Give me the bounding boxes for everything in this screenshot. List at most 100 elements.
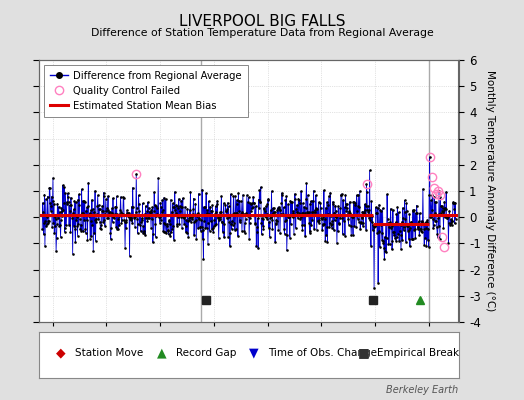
Point bbox=[165, 218, 173, 224]
Point bbox=[230, 210, 238, 217]
Point bbox=[154, 175, 162, 181]
Point bbox=[214, 234, 223, 241]
Point bbox=[99, 219, 107, 226]
Point bbox=[430, 222, 438, 228]
Point bbox=[46, 185, 54, 191]
Point bbox=[95, 206, 104, 213]
Point bbox=[226, 243, 234, 249]
Point bbox=[161, 196, 170, 203]
Point bbox=[50, 214, 59, 220]
Point bbox=[433, 234, 442, 240]
Point bbox=[343, 201, 351, 207]
Point bbox=[176, 208, 184, 214]
Point bbox=[319, 214, 328, 220]
Point bbox=[264, 195, 272, 202]
Point bbox=[399, 227, 408, 234]
Text: LIVERPOOL BIG FALLS: LIVERPOOL BIG FALLS bbox=[179, 14, 345, 29]
Point bbox=[445, 220, 453, 226]
Point bbox=[238, 209, 247, 215]
Point bbox=[94, 192, 102, 198]
Point bbox=[160, 220, 169, 226]
Point bbox=[53, 200, 62, 207]
Point bbox=[378, 236, 386, 243]
Point bbox=[130, 213, 139, 220]
Point bbox=[287, 198, 296, 205]
Point bbox=[139, 230, 147, 236]
Point bbox=[204, 220, 213, 226]
Point bbox=[167, 229, 176, 235]
Point bbox=[248, 204, 256, 211]
Point bbox=[212, 221, 221, 227]
Point bbox=[43, 194, 52, 200]
Point bbox=[266, 234, 274, 240]
Point bbox=[113, 211, 122, 218]
Point bbox=[263, 216, 271, 222]
Point bbox=[266, 215, 275, 222]
Point bbox=[346, 210, 355, 216]
Point bbox=[283, 214, 292, 220]
Point bbox=[420, 220, 429, 226]
Text: Empirical Break: Empirical Break bbox=[377, 348, 459, 358]
Point bbox=[435, 211, 444, 217]
Text: Difference of Station Temperature Data from Regional Average: Difference of Station Temperature Data f… bbox=[91, 28, 433, 38]
Point bbox=[137, 228, 145, 234]
Point bbox=[275, 204, 283, 210]
Point bbox=[95, 206, 103, 212]
Point bbox=[106, 236, 115, 242]
Point bbox=[182, 217, 191, 223]
Point bbox=[321, 238, 330, 244]
Point bbox=[171, 207, 179, 213]
Point bbox=[41, 243, 49, 249]
Point bbox=[198, 186, 206, 193]
Point bbox=[238, 228, 246, 234]
Point bbox=[279, 212, 287, 218]
Point bbox=[84, 203, 92, 210]
Point bbox=[359, 220, 367, 226]
Point bbox=[319, 220, 327, 227]
Point bbox=[265, 219, 274, 225]
Point bbox=[258, 215, 266, 222]
Point bbox=[388, 238, 397, 244]
Point bbox=[334, 203, 343, 209]
Text: Station Move: Station Move bbox=[75, 348, 143, 358]
Point bbox=[203, 210, 212, 216]
Point bbox=[131, 213, 139, 220]
Point bbox=[330, 210, 339, 216]
Point bbox=[97, 222, 105, 228]
Text: Record Gap: Record Gap bbox=[176, 348, 236, 358]
Point bbox=[150, 202, 159, 208]
Point bbox=[339, 197, 347, 203]
Point bbox=[328, 218, 336, 224]
Point bbox=[328, 224, 336, 231]
Point bbox=[159, 228, 167, 234]
Point bbox=[76, 226, 84, 232]
Point bbox=[337, 190, 346, 197]
Point bbox=[383, 234, 391, 241]
Point bbox=[333, 212, 342, 218]
Point bbox=[285, 213, 293, 220]
Point bbox=[398, 218, 406, 225]
Point bbox=[328, 221, 336, 228]
Point bbox=[84, 180, 93, 186]
Point bbox=[422, 219, 430, 225]
Point bbox=[363, 207, 372, 214]
Point bbox=[335, 212, 344, 219]
Point bbox=[185, 206, 194, 213]
Point bbox=[403, 228, 412, 234]
Point bbox=[63, 201, 71, 207]
Point bbox=[165, 217, 173, 223]
Point bbox=[444, 213, 452, 219]
Point bbox=[107, 210, 116, 216]
Point bbox=[122, 224, 130, 231]
Point bbox=[412, 202, 421, 209]
Point bbox=[427, 212, 435, 219]
Point bbox=[143, 208, 151, 214]
Point bbox=[315, 220, 323, 226]
Point bbox=[67, 194, 75, 201]
Point bbox=[234, 233, 242, 239]
Point bbox=[418, 229, 426, 236]
Point bbox=[118, 210, 127, 217]
Point bbox=[343, 211, 352, 217]
Point bbox=[297, 188, 305, 194]
Point bbox=[389, 232, 398, 239]
